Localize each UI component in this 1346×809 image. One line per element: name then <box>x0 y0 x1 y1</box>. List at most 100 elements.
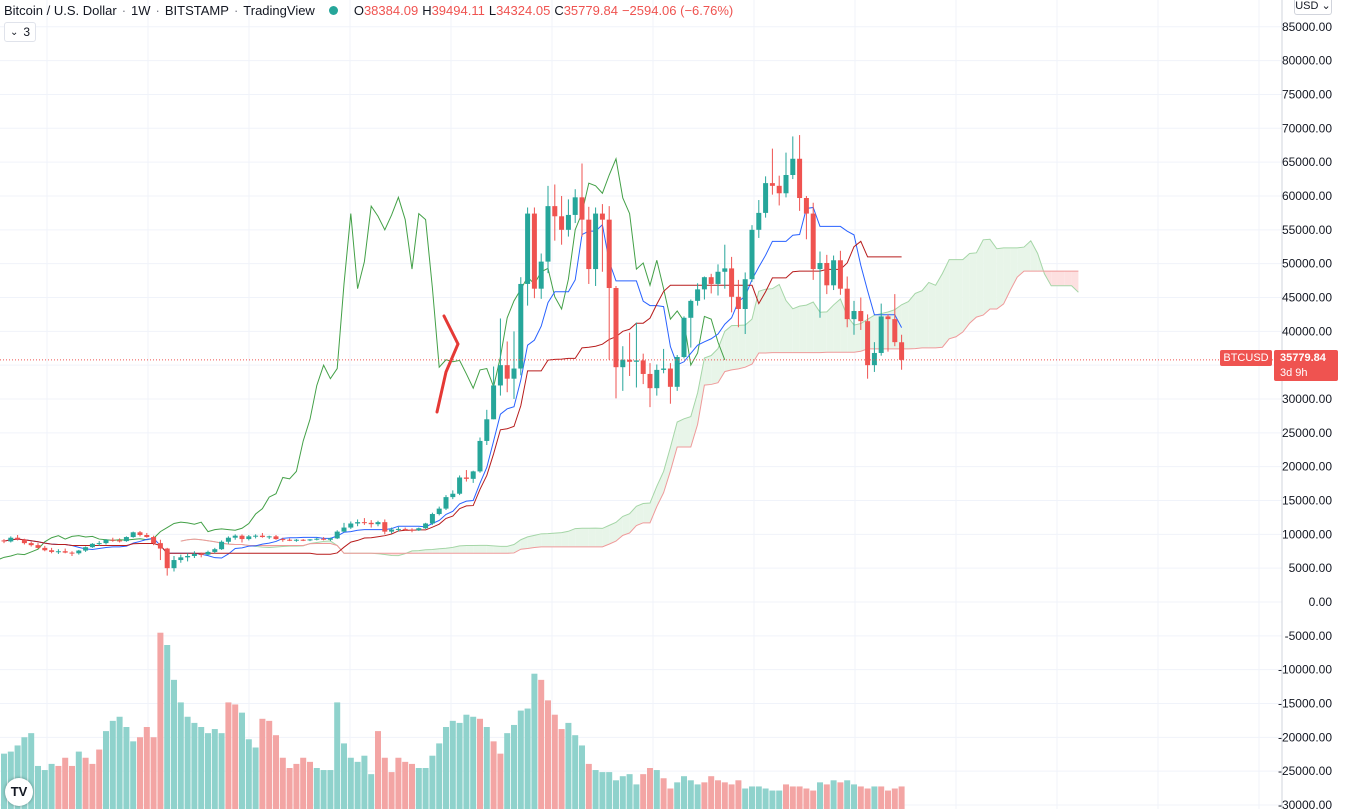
candle-body <box>355 522 361 524</box>
trend-drawing[interactable] <box>435 314 460 414</box>
candle <box>62 548 68 554</box>
volume-bar <box>681 776 687 809</box>
cloud-segment <box>976 239 984 318</box>
candle-body <box>409 529 415 531</box>
cloud-segment <box>643 503 650 523</box>
candle-body <box>797 158 803 199</box>
candle <box>123 536 129 542</box>
cloud-segment <box>636 503 644 526</box>
candle-body <box>21 539 27 544</box>
candle <box>620 346 626 391</box>
volume-bar <box>606 772 613 809</box>
source-label: TradingView <box>243 2 315 18</box>
candle <box>470 470 476 483</box>
candle-body <box>742 279 748 309</box>
candle-body <box>361 522 367 524</box>
cloud-segment <box>622 513 630 536</box>
candle <box>742 272 748 335</box>
candle <box>824 254 830 295</box>
candle-body <box>844 288 850 320</box>
candle <box>497 318 503 396</box>
volume-bar <box>225 702 232 809</box>
price-tick-label: -15000.00 <box>1278 697 1332 711</box>
candle <box>253 534 259 539</box>
tradingview-logo-icon[interactable]: TV <box>5 778 33 806</box>
cloud-segment <box>704 355 712 386</box>
price-tick-label: 65000.00 <box>1282 155 1332 169</box>
volume-bar <box>41 770 48 809</box>
currency-selector[interactable]: USD ⌄ <box>1294 0 1332 15</box>
candle-body <box>137 532 143 536</box>
candle-body <box>769 183 775 186</box>
candle <box>790 136 796 180</box>
change-value: −2594.06 (−6.76%) <box>621 2 734 18</box>
cloud-segment <box>588 528 596 547</box>
volume-bar <box>409 763 415 809</box>
volume-bar <box>109 720 116 809</box>
cloud-segment <box>473 545 480 554</box>
candle-body <box>416 528 422 531</box>
cloud-segment <box>799 305 807 353</box>
volume-bar <box>504 733 511 809</box>
close-value: 35779.84 <box>563 2 618 18</box>
volume-bar <box>647 768 653 809</box>
candle <box>837 250 843 295</box>
candle-body <box>572 197 578 215</box>
symbol-name[interactable]: Bitcoin / U.S. Dollar <box>4 2 117 18</box>
price-tick-label: 25000.00 <box>1282 426 1332 440</box>
cloud-segment <box>541 533 548 547</box>
candle <box>722 244 728 289</box>
volume-bar <box>572 735 579 809</box>
candle-body <box>443 497 449 509</box>
currency-label: USD <box>1295 0 1319 12</box>
cloud-segment <box>820 311 827 353</box>
candle <box>797 135 803 211</box>
cloud-segment <box>758 289 766 353</box>
candle <box>130 531 136 538</box>
cloud-segment <box>765 288 773 353</box>
volume-bar <box>14 745 21 809</box>
candle-body <box>76 550 82 554</box>
volume-bar <box>483 727 490 809</box>
volume-bar <box>327 770 334 809</box>
cloud-segment <box>439 548 446 554</box>
cloud-segment <box>500 546 508 554</box>
volume-bar <box>388 772 395 809</box>
volume-bar <box>320 770 327 809</box>
volume-bar <box>137 737 143 809</box>
candle-body <box>103 539 109 544</box>
cloud-segment <box>983 239 990 316</box>
volume-bar <box>667 788 674 809</box>
candle-body <box>633 360 639 362</box>
candle-body <box>69 552 75 554</box>
market-status-icon[interactable] <box>328 5 338 15</box>
cloud-segment <box>1003 247 1011 304</box>
price-tick-label: 75000.00 <box>1282 87 1332 101</box>
candle-body <box>810 213 816 270</box>
volume-bar <box>456 722 463 809</box>
candle <box>463 470 469 482</box>
candlestick-series <box>1 135 905 576</box>
candle <box>844 276 850 328</box>
candle <box>450 490 456 500</box>
candle <box>491 366 497 420</box>
candle <box>416 527 422 531</box>
candle-body <box>620 359 626 368</box>
volume-bar <box>524 708 531 809</box>
volume-bar <box>538 679 545 809</box>
candle <box>164 547 170 576</box>
candle <box>633 322 639 388</box>
candle-body <box>722 268 728 272</box>
candle-body <box>382 522 388 532</box>
volume-bar <box>436 743 443 809</box>
volume-bar <box>184 716 191 809</box>
indicator-count: 3 <box>23 25 31 39</box>
open-value: 38384.09 <box>363 2 419 18</box>
interval-label[interactable]: 1W <box>131 2 151 18</box>
indicators-toggle-button[interactable]: ⌄ 3 <box>4 22 37 42</box>
cloud-segment <box>452 545 460 554</box>
candle-body <box>157 543 163 549</box>
candle-body <box>695 289 701 301</box>
